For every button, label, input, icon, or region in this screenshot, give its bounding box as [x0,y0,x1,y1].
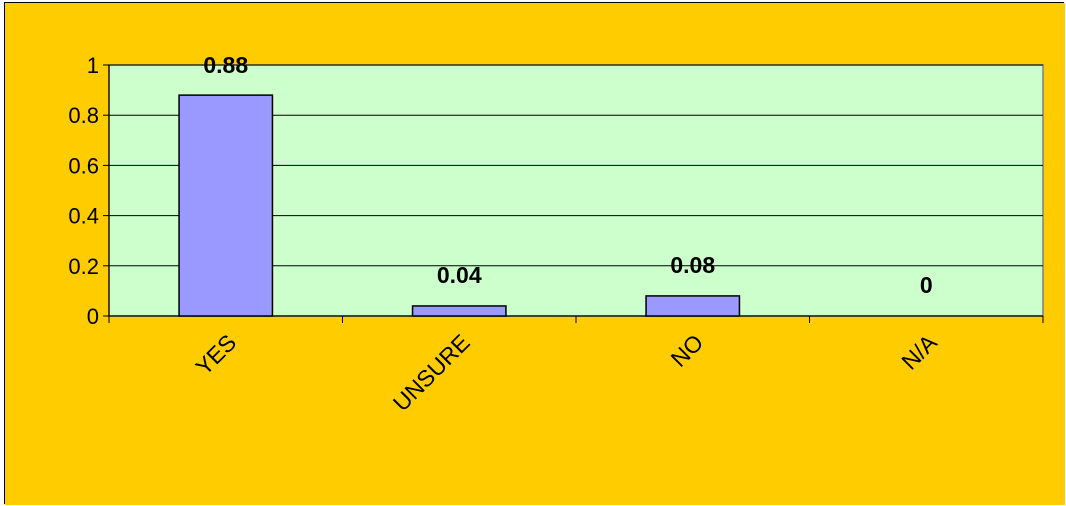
y-tick-label: 0 [87,304,99,329]
bars [178,94,741,317]
y-tick-label: 0.8 [68,103,99,128]
data-label: 0.04 [437,262,482,288]
bar-yes [178,94,274,317]
chart-frame: 0 0.2 0.4 0.6 0.8 1 0.88 0.04 0.08 0 YES UNSURE NO… [4,2,1065,505]
y-tick-label: 0.4 [68,204,99,229]
data-label: 0 [920,272,933,298]
data-labels: 0.88 0.04 0.08 0 [203,52,932,298]
y-tick-label: 0.2 [68,254,99,279]
y-tick-label: 0.6 [68,153,99,178]
y-tick-labels: 0 0.2 0.4 0.6 0.8 1 [68,53,99,329]
bar-unsure [411,305,507,317]
data-label: 0.08 [670,252,715,278]
bar-chart: 00.20.40.60.81 0.880.04 0.080 YES UNSURE NO… [5,3,1065,505]
data-label: 0.88 [203,52,248,78]
y-tick-label: 1 [87,53,99,78]
bar-no [645,295,741,317]
